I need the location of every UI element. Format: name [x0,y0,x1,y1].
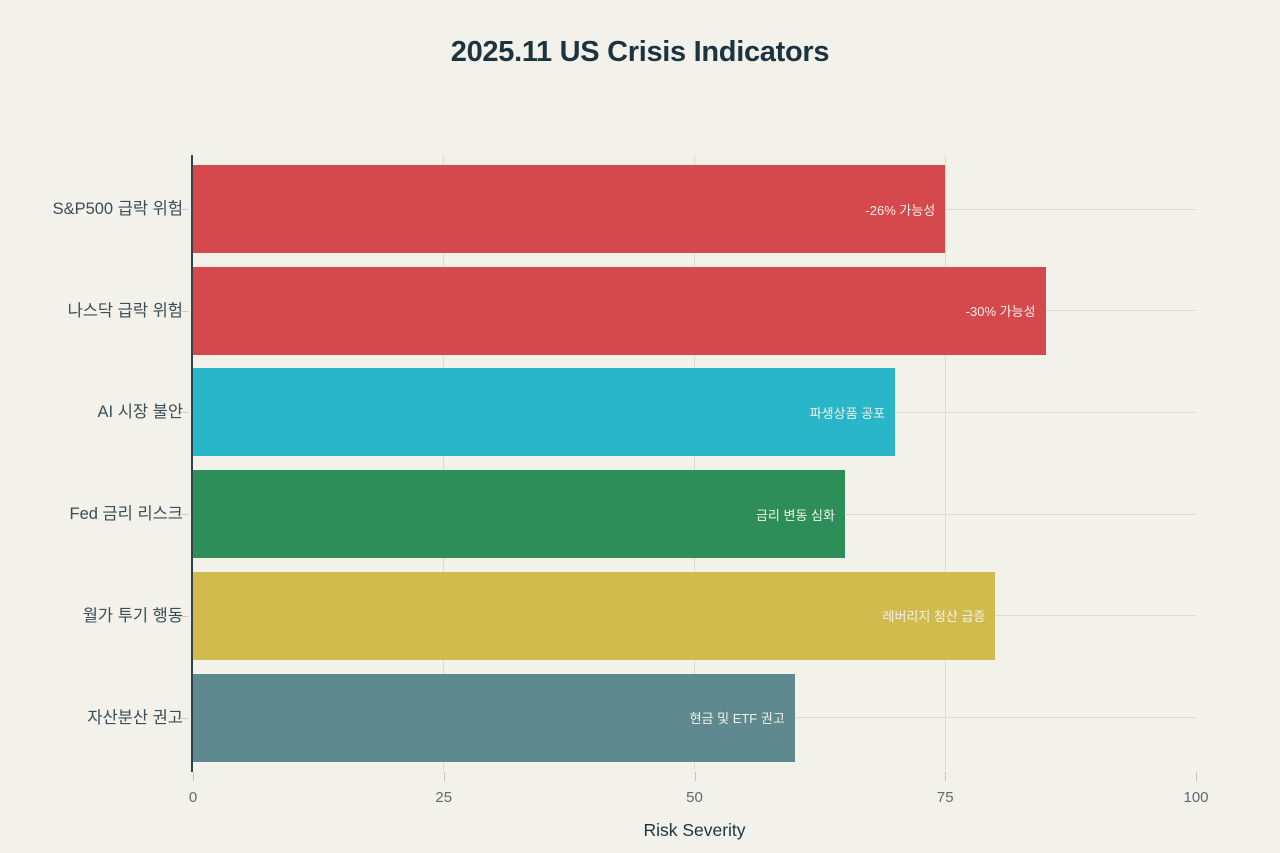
bar-value-label: 파생상품 공포 [809,405,886,421]
gridline-vertical [944,155,946,770]
x-tick-mark [1196,772,1197,781]
category-label: Fed 금리 리스크 [69,505,183,524]
y-tick-mark [178,412,189,414]
bar-value-label: 레버리지 청산 급증 [882,609,986,625]
y-tick-mark [178,209,189,210]
x-tick-mark [945,772,947,781]
y-tick-mark [178,514,189,516]
x-tick-mark [193,772,194,781]
y-tick-mark [178,310,189,312]
x-tick-mark [443,772,445,781]
bar: 현금 및 ETF 권고 [193,673,795,762]
x-tick-label: 25 [435,789,453,806]
category-label: S&P500 급락 위험 [52,200,183,218]
y-tick-mark [178,615,189,617]
bar: 레버리지 청산 급증 [193,571,996,660]
category-label: AI 시장 불안 [97,403,183,422]
x-tick-label: 100 [1183,789,1209,806]
category-label: 나스닥 급락 위험 [67,301,183,320]
bar-value-label: 현금 및 ETF 권고 [689,711,785,726]
chart-title: 2025.11 US Crisis Indicators [450,36,830,68]
x-tick-label: 75 [936,789,954,806]
y-tick-mark [178,717,189,719]
bar: 금리 변동 심화 [193,470,845,559]
x-tick-label: 0 [188,789,198,806]
bar-value-label: -30% 가능성 [965,304,1036,320]
x-axis-title: Risk Severity [643,820,746,840]
bar: -26% 가능성 [193,165,946,253]
category-label: 월가 투기 행동 [82,606,183,625]
bar-value-label: 금리 변동 심화 [755,507,835,523]
gridline-vertical [694,155,695,770]
bar: 파생상품 공포 [193,368,896,457]
y-axis-line [191,155,193,772]
bar: -30% 가능성 [193,266,1046,355]
bar-value-label: -26% 가능성 [865,202,936,218]
x-tick-label: 50 [686,789,703,806]
category-label: 자산분산 권고 [87,708,183,727]
x-tick-mark [694,772,696,781]
gridline-vertical [443,155,445,770]
